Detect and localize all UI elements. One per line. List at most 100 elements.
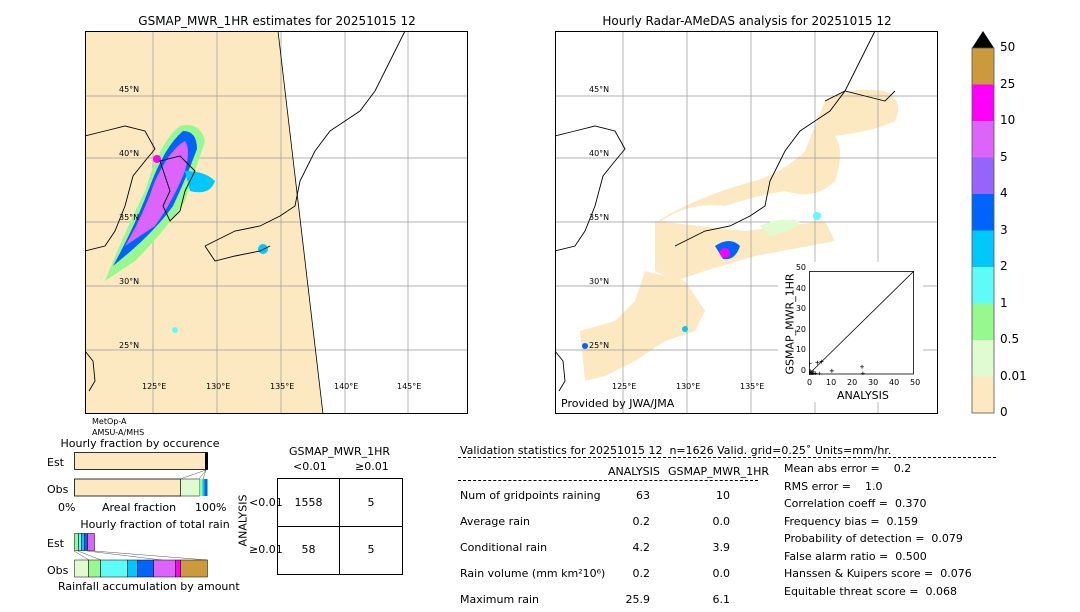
contingency-col-label: <0.01	[293, 460, 327, 473]
occurrence-axis-right: 100%	[195, 501, 227, 514]
stats-row-label: Num of gridpoints raining	[460, 489, 601, 502]
y-tick: 40	[795, 284, 806, 293]
colorbar-segment	[972, 340, 994, 377]
occurrence-bars	[74, 452, 208, 497]
colorbar-tick-label: 2	[1000, 259, 1008, 273]
scatter-point	[813, 371, 818, 375]
total-rain-est-label: Est	[47, 537, 64, 550]
contingency-row-label: <0.01	[249, 496, 283, 509]
stats-header: Validation statistics for 20251015 12 n=…	[460, 444, 892, 457]
colorbar-tick-label: 1	[1000, 295, 1008, 310]
left-map-title: GSMAP_MWR_1HR estimates for 20251015 12	[138, 14, 416, 28]
lon-label: 130°E	[206, 382, 231, 391]
lat-label: 45°N	[589, 85, 610, 94]
colorbar-segment	[972, 267, 994, 304]
total-rain-bars	[74, 533, 208, 578]
colorbar-segment	[972, 48, 994, 85]
colorbar-tick-label: 0	[1000, 405, 1008, 419]
x-tick: 0	[807, 378, 813, 387]
total-rain-title: Hourly fraction of total rain	[80, 518, 230, 531]
lon-label: 125°E	[612, 382, 637, 391]
contingency-cell: 5	[367, 496, 375, 509]
stats-score: Equitable threat score = 0.068	[784, 584, 957, 598]
stats-analysis-value: 63	[636, 489, 650, 502]
stats-row-label: Rain volume (mm km²10⁶)	[460, 567, 606, 580]
x-tick: 20	[847, 378, 858, 387]
stats-gsmap-value: 6.1	[712, 593, 731, 606]
coastlines	[555, 31, 896, 392]
stats-score: Probability of detection = 0.079	[784, 532, 963, 545]
colorbar-tick-label: 10	[1000, 113, 1016, 127]
stats-gsmap-value: 10	[716, 489, 730, 502]
lat-label: 30°N	[589, 277, 610, 286]
contingency-row-axis: ANALYSIS	[236, 494, 250, 547]
stats-row-label: Average rain	[460, 515, 530, 528]
rain-patches	[105, 125, 268, 333]
stats-score: Frequency bias = 0.159	[784, 514, 919, 528]
scatter-point	[819, 359, 824, 364]
occurrence-est-label: Est	[47, 456, 64, 469]
right-map-title: Hourly Radar-AMeDAS analysis for 2025101…	[602, 14, 892, 28]
scatter-point	[809, 368, 813, 373]
colorbar-segment	[972, 303, 994, 340]
scatter-point	[829, 368, 834, 373]
contingency-table: 1558 5 58 5	[277, 478, 403, 575]
colorbar-segment	[972, 84, 994, 121]
lat-label: 25°N	[119, 341, 140, 350]
occurrence-axis-left: 0%	[58, 501, 76, 514]
stats-score: False alarm ratio = 0.500	[784, 549, 927, 563]
sensor-name: AMSU-A/MHS	[92, 428, 145, 437]
colorbar-tick-label: 4	[1000, 186, 1008, 200]
lon-label: 130°E	[676, 382, 701, 391]
stats-analysis-value: 0.2	[632, 515, 651, 528]
y-tick: 30	[795, 304, 806, 313]
contingency-title: GSMAP_MWR_1HR	[288, 445, 391, 458]
colorbar-tick-label: 5	[1000, 149, 1008, 164]
occurrence-title: Hourly fraction by occurence	[60, 437, 220, 450]
occurrence-axis-label: Areal fraction	[102, 501, 177, 514]
occurrence-obs-label: Obs	[47, 483, 69, 496]
left-map	[85, 31, 468, 415]
coastlines	[85, 31, 406, 392]
lon-label: 135°E	[740, 382, 765, 391]
contingency-row-label: ≥0.01	[249, 543, 283, 556]
est-bar	[74, 452, 208, 470]
scatter-point	[815, 360, 820, 365]
obs-bar	[74, 478, 181, 497]
colorbar-tick-label: 25	[1000, 76, 1016, 91]
contingency-cell: 1558	[294, 496, 323, 509]
lon-label: 140°E	[334, 382, 359, 391]
colorbar-tick-label: 50	[1000, 40, 1016, 54]
stats-analysis-value: 0.2	[632, 567, 651, 580]
rain-patches	[582, 212, 821, 349]
scatter-point	[860, 364, 865, 369]
stats-score: Correlation coeff = 0.370	[784, 497, 927, 510]
contingency-cell: 5	[367, 543, 375, 556]
scatter-ylabel: GSMAP_MWR_1HR	[783, 273, 797, 375]
stats-row-label: Maximum rain	[460, 593, 539, 606]
lat-label: 35°N	[119, 213, 140, 222]
data-credit: Provided by JWA/JMA	[561, 397, 675, 410]
lat-label: 30°N	[119, 277, 140, 286]
stats-col-gsmap: GSMAP_MWR_1HR	[668, 465, 770, 478]
colorbar-segment	[972, 376, 994, 413]
stats-col-analysis: ANALYSIS	[608, 465, 660, 478]
stats-analysis-value: 25.9	[625, 593, 651, 606]
right-map	[555, 31, 938, 414]
y-tick: 50	[795, 263, 806, 272]
stats-gsmap-value: 0.0	[712, 567, 731, 580]
lat-label: 25°N	[589, 341, 610, 350]
one-to-one-line	[809, 271, 915, 375]
scatter-point	[860, 371, 865, 375]
lon-label: 125°E	[142, 382, 167, 391]
satellite-name: MetOp-A	[92, 417, 127, 426]
scatter-xlabel: ANALYSIS	[837, 389, 889, 402]
analysis-coverage	[580, 89, 899, 381]
stats-score: Mean abs error = 0.2	[784, 462, 912, 475]
colorbar-segment	[972, 194, 994, 231]
lat-label: 35°N	[589, 213, 610, 222]
total-rain-footer: Rainfall accumulation by amount	[58, 580, 240, 593]
x-tick: 50	[910, 378, 921, 387]
lon-label: 135°E	[270, 382, 295, 391]
